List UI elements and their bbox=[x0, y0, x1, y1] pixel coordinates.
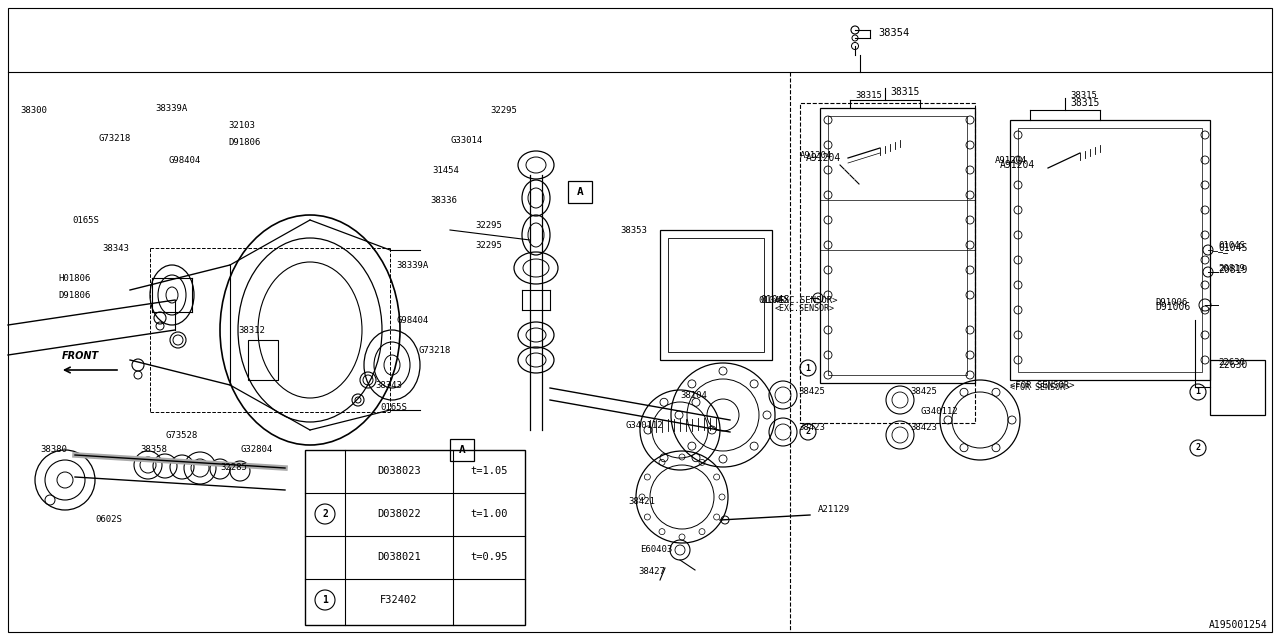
Bar bbox=[800, 103, 975, 423]
Text: G98404: G98404 bbox=[168, 156, 200, 164]
Text: G340112: G340112 bbox=[625, 420, 663, 429]
Text: 38343: 38343 bbox=[102, 243, 129, 253]
Text: 31454: 31454 bbox=[433, 166, 458, 175]
Text: A91204: A91204 bbox=[1000, 160, 1036, 170]
Text: G98404: G98404 bbox=[396, 316, 429, 324]
Text: D91006: D91006 bbox=[1155, 298, 1188, 307]
Text: 38312: 38312 bbox=[238, 326, 265, 335]
Text: H01806: H01806 bbox=[58, 273, 91, 282]
Text: 38421: 38421 bbox=[628, 497, 655, 506]
Text: 38380: 38380 bbox=[40, 445, 67, 454]
Text: D038022: D038022 bbox=[378, 509, 421, 519]
Text: G33014: G33014 bbox=[451, 136, 483, 145]
Text: 38354: 38354 bbox=[878, 28, 909, 38]
Text: D038021: D038021 bbox=[378, 552, 421, 562]
Bar bbox=[1210, 360, 1265, 415]
Text: 38353: 38353 bbox=[620, 225, 646, 234]
Text: 38104: 38104 bbox=[680, 390, 707, 399]
Text: 0104S: 0104S bbox=[1219, 243, 1248, 253]
Text: <FOR SENSOR>: <FOR SENSOR> bbox=[1010, 381, 1074, 390]
Text: 38423: 38423 bbox=[797, 424, 824, 433]
Text: G73528: G73528 bbox=[165, 431, 197, 440]
Text: D91806: D91806 bbox=[58, 291, 91, 300]
Text: E60403: E60403 bbox=[640, 545, 672, 554]
Text: 38339A: 38339A bbox=[396, 260, 429, 269]
Text: 38315: 38315 bbox=[890, 87, 919, 97]
Text: D038023: D038023 bbox=[378, 466, 421, 476]
Text: A91204: A91204 bbox=[806, 153, 841, 163]
Bar bbox=[820, 108, 975, 383]
Bar bbox=[305, 450, 525, 625]
Text: 38425: 38425 bbox=[910, 387, 937, 397]
Text: F32402: F32402 bbox=[380, 595, 417, 605]
Text: A: A bbox=[458, 445, 466, 455]
Text: G32804: G32804 bbox=[241, 445, 273, 454]
Text: t=0.95: t=0.95 bbox=[470, 552, 508, 562]
Bar bbox=[451, 439, 474, 461]
Text: A195001254: A195001254 bbox=[1210, 620, 1268, 630]
Bar bbox=[668, 238, 764, 352]
Text: 38300: 38300 bbox=[20, 106, 47, 115]
Text: FRONT: FRONT bbox=[61, 351, 99, 361]
Bar bbox=[568, 181, 593, 203]
Text: 32295: 32295 bbox=[475, 221, 502, 230]
Text: G73218: G73218 bbox=[99, 134, 131, 143]
Text: <EXC.SENSOR>: <EXC.SENSOR> bbox=[774, 296, 838, 305]
Text: D91006: D91006 bbox=[1155, 302, 1190, 312]
Text: A: A bbox=[576, 187, 584, 197]
Text: 38358: 38358 bbox=[140, 445, 166, 454]
Text: 1: 1 bbox=[805, 364, 810, 372]
Text: 22630: 22630 bbox=[1219, 360, 1248, 370]
Text: 38423: 38423 bbox=[910, 424, 937, 433]
Text: 38427: 38427 bbox=[637, 568, 664, 577]
Text: 20819: 20819 bbox=[1219, 264, 1245, 273]
Text: 38343: 38343 bbox=[375, 381, 402, 390]
Bar bbox=[248, 340, 278, 380]
Text: A91204: A91204 bbox=[800, 150, 832, 159]
Bar bbox=[660, 230, 772, 360]
Text: 32285: 32285 bbox=[220, 463, 247, 472]
Text: 38315: 38315 bbox=[1070, 90, 1097, 99]
Text: G73218: G73218 bbox=[419, 346, 451, 355]
Text: 32103: 32103 bbox=[228, 120, 255, 129]
Text: 38336: 38336 bbox=[430, 195, 457, 205]
Text: t=1.00: t=1.00 bbox=[470, 509, 508, 519]
Text: 32295: 32295 bbox=[475, 241, 502, 250]
Text: 2: 2 bbox=[323, 509, 328, 519]
Bar bbox=[828, 116, 966, 375]
Text: A21129: A21129 bbox=[818, 506, 850, 515]
Text: 22630: 22630 bbox=[1219, 358, 1245, 367]
Text: 1: 1 bbox=[323, 595, 328, 605]
Text: A91204: A91204 bbox=[995, 156, 1028, 164]
Text: 2: 2 bbox=[1196, 444, 1201, 452]
Text: 0104S: 0104S bbox=[758, 296, 785, 305]
Text: 0165S: 0165S bbox=[72, 216, 99, 225]
Bar bbox=[1010, 120, 1210, 380]
Text: 38315: 38315 bbox=[1070, 98, 1100, 108]
Text: t=1.05: t=1.05 bbox=[470, 466, 508, 476]
Text: 1: 1 bbox=[1196, 387, 1201, 397]
Text: 0104S: 0104S bbox=[1219, 241, 1245, 250]
Text: 20819: 20819 bbox=[1219, 265, 1248, 275]
Bar bbox=[1018, 128, 1202, 372]
Text: G340112: G340112 bbox=[920, 408, 957, 417]
Text: 38339A: 38339A bbox=[155, 104, 187, 113]
Text: 38425: 38425 bbox=[797, 387, 824, 397]
Text: <FOR SENSOR>: <FOR SENSOR> bbox=[1010, 383, 1070, 392]
Text: 2: 2 bbox=[805, 428, 810, 436]
Text: <EXC.SENSOR>: <EXC.SENSOR> bbox=[774, 303, 835, 312]
Text: 0602S: 0602S bbox=[95, 515, 122, 525]
Text: 38315: 38315 bbox=[855, 90, 882, 99]
Text: 0165S: 0165S bbox=[380, 403, 407, 413]
Text: D91806: D91806 bbox=[228, 138, 260, 147]
Text: 0104S: 0104S bbox=[760, 295, 790, 305]
Text: 32295: 32295 bbox=[490, 106, 517, 115]
